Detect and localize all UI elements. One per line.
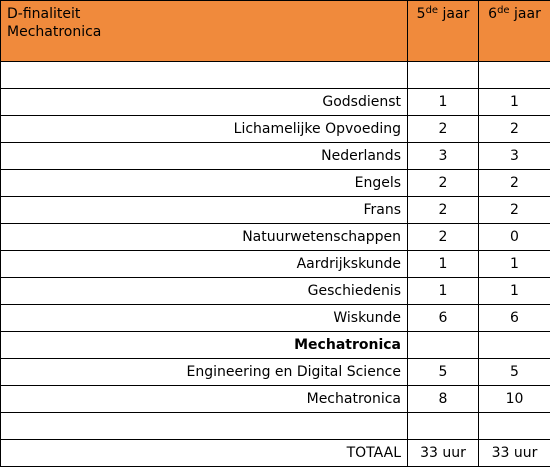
year6-hours: 10	[479, 386, 550, 413]
year5-hours: 2	[408, 197, 479, 224]
table-row: Frans 2 2	[1, 197, 550, 224]
table-row: Mechatronica 8 10	[1, 386, 550, 413]
year6-hours: 2	[479, 116, 550, 143]
table-row: Aardrijkskunde 1 1	[1, 251, 550, 278]
year5-hours: 5	[408, 359, 479, 386]
year5-total: 33 uur	[408, 440, 479, 467]
total-row: TOTAAL 33 uur 33 uur	[1, 440, 550, 467]
subject-cell: Geschiedenis	[1, 278, 408, 305]
year6-hours: 1	[479, 251, 550, 278]
section-row: Mechatronica	[1, 332, 550, 359]
year6-hours: 1	[479, 89, 550, 116]
year6-total: 33 uur	[479, 440, 550, 467]
year5-label: jaar	[438, 6, 469, 22]
year6-hours: 1	[479, 278, 550, 305]
title-line-1: D-finaliteit	[7, 5, 407, 23]
year6-hours: 6	[479, 305, 550, 332]
year6-hours: 2	[479, 170, 550, 197]
year6-number: 6	[488, 6, 497, 22]
empty-row	[1, 413, 550, 440]
table-row: Engels 2 2	[1, 170, 550, 197]
year6-hours: 5	[479, 359, 550, 386]
year5-header: 5de jaar	[408, 1, 479, 62]
year5-hours: 1	[408, 89, 479, 116]
subject-cell: Natuurwetenschappen	[1, 224, 408, 251]
year5-hours: 3	[408, 143, 479, 170]
year5-hours: 2	[408, 224, 479, 251]
table-row: Nederlands 3 3	[1, 143, 550, 170]
year6-hours: 0	[479, 224, 550, 251]
title-line-2: Mechatronica	[7, 23, 407, 41]
spacer-row	[1, 62, 550, 89]
year5-hours: 6	[408, 305, 479, 332]
year5-number: 5	[417, 6, 426, 22]
table-row: Lichamelijke Opvoeding 2 2	[1, 116, 550, 143]
subject-cell: Aardrijkskunde	[1, 251, 408, 278]
subject-cell: Nederlands	[1, 143, 408, 170]
year5-superscript: de	[426, 5, 439, 16]
section-heading: Mechatronica	[1, 332, 408, 359]
table-row: Geschiedenis 1 1	[1, 278, 550, 305]
year6-superscript: de	[497, 5, 510, 16]
year6-hours: 3	[479, 143, 550, 170]
year6-hours: 2	[479, 197, 550, 224]
year5-hours: 1	[408, 251, 479, 278]
year5-hours: 8	[408, 386, 479, 413]
subject-cell: Engineering en Digital Science	[1, 359, 408, 386]
subject-cell: Wiskunde	[1, 305, 408, 332]
table-header-row: D-finaliteit Mechatronica 5de jaar 6de j…	[1, 1, 550, 62]
year5-hours	[408, 332, 479, 359]
total-label: TOTAAL	[1, 440, 408, 467]
year5-hours: 2	[408, 170, 479, 197]
table-row: Natuurwetenschappen 2 0	[1, 224, 550, 251]
table-row: Wiskunde 6 6	[1, 305, 550, 332]
year6-header: 6de jaar	[479, 1, 550, 62]
year6-hours	[479, 332, 550, 359]
table-row: Godsdienst 1 1	[1, 89, 550, 116]
subject-cell: Godsdienst	[1, 89, 408, 116]
table-row: Engineering en Digital Science 5 5	[1, 359, 550, 386]
year5-hours: 1	[408, 278, 479, 305]
table-title: D-finaliteit Mechatronica	[1, 1, 408, 62]
year5-hours: 2	[408, 116, 479, 143]
subject-cell: Frans	[1, 197, 408, 224]
subject-cell: Lichamelijke Opvoeding	[1, 116, 408, 143]
subject-cell: Mechatronica	[1, 386, 408, 413]
subject-cell: Engels	[1, 170, 408, 197]
year6-label: jaar	[510, 6, 541, 22]
